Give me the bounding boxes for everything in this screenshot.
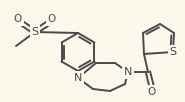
Text: O: O	[14, 14, 22, 24]
Text: S: S	[31, 27, 38, 37]
Text: S: S	[169, 47, 176, 57]
Text: O: O	[48, 14, 56, 24]
Text: N: N	[74, 73, 82, 83]
Text: N: N	[74, 73, 82, 83]
Text: O: O	[148, 87, 156, 97]
Text: N: N	[124, 67, 132, 77]
